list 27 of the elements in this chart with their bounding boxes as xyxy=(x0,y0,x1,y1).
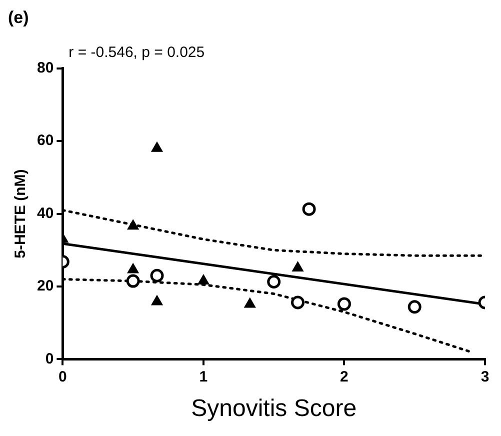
point xyxy=(151,295,163,306)
point xyxy=(150,268,164,282)
point xyxy=(127,263,139,274)
x-tick-label: 0 xyxy=(58,368,67,386)
x-tick-label: 3 xyxy=(480,368,490,386)
text: r = -0.546, p = 0.025 xyxy=(68,44,205,62)
point xyxy=(151,142,163,152)
point xyxy=(408,300,422,314)
y-tick-label: 80 xyxy=(36,60,54,77)
y-tick-label: 0 xyxy=(45,350,54,368)
point xyxy=(267,275,281,289)
point xyxy=(291,296,305,310)
y-tick-label: 60 xyxy=(36,132,54,150)
point xyxy=(292,261,304,272)
point xyxy=(127,220,139,230)
point xyxy=(244,298,256,308)
chart-title: (e) xyxy=(8,8,29,27)
point xyxy=(302,202,316,216)
x-axis-title: Synovitis Score xyxy=(191,395,357,422)
point xyxy=(337,297,351,311)
y-tick-label: 20 xyxy=(36,278,54,295)
x-tick-label: 2 xyxy=(340,368,348,386)
x-tick-label: 1 xyxy=(199,368,208,386)
y-axis-title: 5-HETE (nM) xyxy=(12,169,30,258)
point xyxy=(198,274,210,285)
y-tick-label: 40 xyxy=(36,204,54,222)
point xyxy=(126,274,140,288)
